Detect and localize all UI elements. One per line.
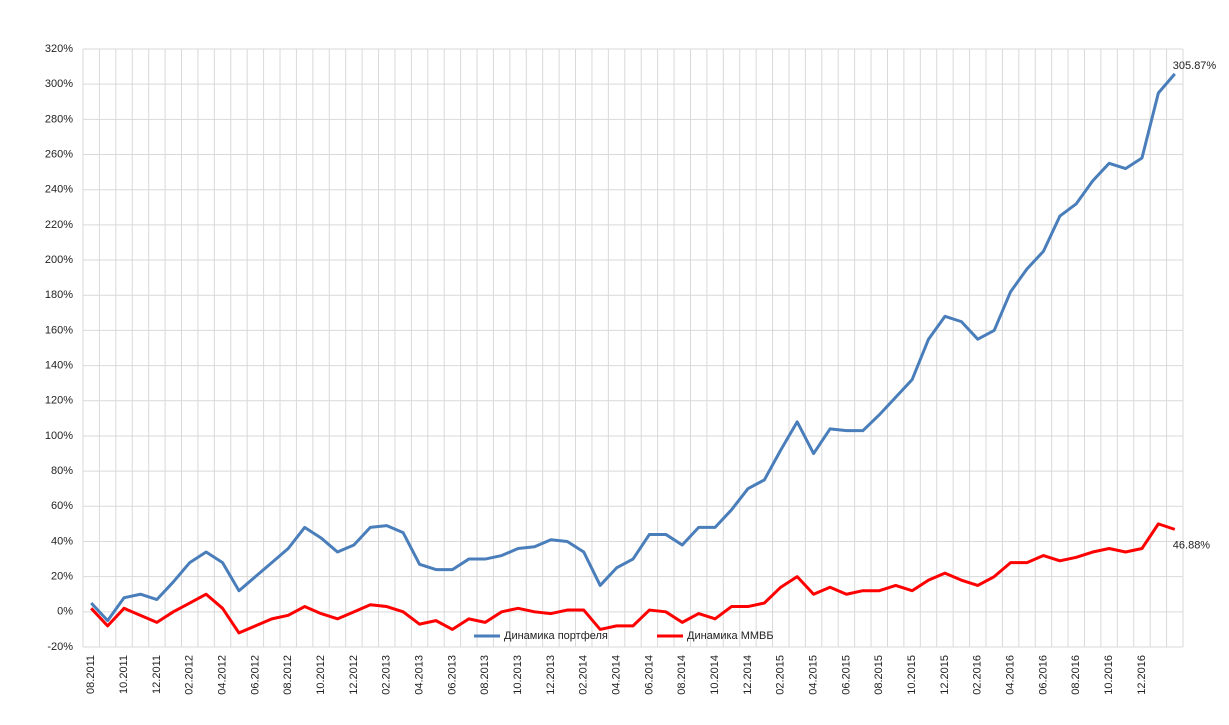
data-label: 305.87% xyxy=(1173,60,1217,72)
x-tick-label: 10.2012 xyxy=(315,655,327,695)
x-tick-label: 10.2015 xyxy=(906,655,918,695)
y-tick-label: 260% xyxy=(45,148,73,160)
x-tick-label: 08.2014 xyxy=(676,655,688,695)
y-tick-label: 280% xyxy=(45,113,73,125)
x-tick-label: 12.2014 xyxy=(742,655,754,695)
y-tick-label: 100% xyxy=(45,430,73,442)
x-tick-label: 02.2013 xyxy=(381,655,393,695)
x-tick-label: 08.2011 xyxy=(85,655,97,694)
x-tick-label: 02.2015 xyxy=(775,655,787,695)
y-tick-label: 160% xyxy=(45,324,73,336)
y-tick-label: 0% xyxy=(57,606,73,618)
x-tick-label: 06.2016 xyxy=(1037,655,1049,695)
x-tick-label: 02.2016 xyxy=(972,655,984,695)
y-tick-label: 40% xyxy=(51,535,73,547)
x-tick-label: 06.2015 xyxy=(840,655,852,695)
x-tick-label: 04.2015 xyxy=(808,655,820,695)
x-tick-label: 12.2016 xyxy=(1136,655,1148,695)
x-tick-label: 10.2014 xyxy=(709,655,721,695)
y-tick-label: 200% xyxy=(45,254,73,266)
y-tick-label: 320% xyxy=(45,43,73,55)
x-tick-label: 04.2016 xyxy=(1005,655,1017,695)
x-tick-label: 08.2013 xyxy=(479,655,491,695)
x-tick-label: 06.2013 xyxy=(446,655,458,695)
x-tick-label: 12.2015 xyxy=(939,655,951,695)
y-tick-label: 300% xyxy=(45,78,73,90)
x-tick-label: 10.2013 xyxy=(512,655,524,695)
x-tick-label: 06.2012 xyxy=(249,655,261,695)
x-tick-label: 12.2013 xyxy=(545,655,557,695)
y-tick-label: 80% xyxy=(51,465,73,477)
series-line xyxy=(90,72,1176,623)
legend-label: Динамика портфеля xyxy=(504,630,608,642)
x-tick-label: 12.2011 xyxy=(151,655,163,694)
y-tick-label: 120% xyxy=(45,395,73,407)
y-tick-label: 60% xyxy=(51,500,73,512)
x-tick-label: 04.2012 xyxy=(216,655,228,695)
x-tick-label: 08.2012 xyxy=(282,655,294,695)
x-tick-label: 12.2012 xyxy=(348,655,360,695)
x-tick-label: 02.2014 xyxy=(578,655,590,695)
y-tick-label: 140% xyxy=(45,359,73,371)
data-label: 46.88% xyxy=(1173,539,1211,551)
x-tick-label: 10.2016 xyxy=(1103,655,1115,695)
x-tick-label: 04.2013 xyxy=(413,655,425,695)
y-tick-label: 180% xyxy=(45,289,73,301)
x-tick-label: 04.2014 xyxy=(610,655,622,695)
x-tick-label: 08.2016 xyxy=(1070,655,1082,695)
y-tick-label: 220% xyxy=(45,219,73,231)
y-tick-label: 240% xyxy=(45,184,73,196)
y-tick-label: 20% xyxy=(51,571,73,583)
series-line xyxy=(90,522,1176,635)
x-tick-label: 10.2011 xyxy=(118,655,130,694)
y-tick-label: -20% xyxy=(47,641,73,653)
x-tick-label: 02.2012 xyxy=(184,655,196,695)
legend-label: Динамика ММВБ xyxy=(687,630,774,642)
x-tick-label: 08.2015 xyxy=(873,655,885,695)
x-tick-label: 06.2014 xyxy=(643,655,655,695)
